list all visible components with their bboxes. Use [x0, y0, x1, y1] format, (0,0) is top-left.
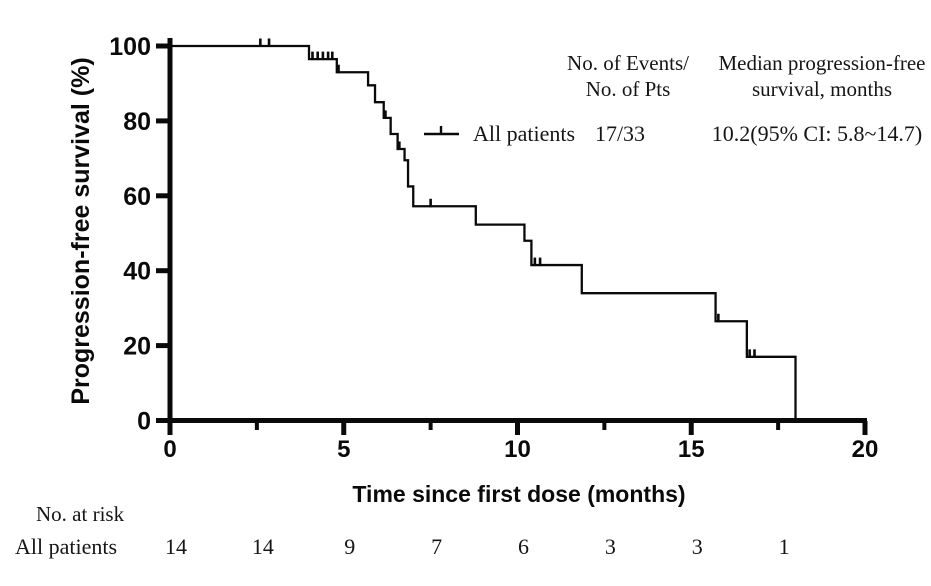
- at-risk-number-row: 14 14 9 7 6 3 3 1: [165, 534, 790, 559]
- y-tick-label: 100: [109, 33, 151, 61]
- x-axis-ticks: [167, 421, 868, 435]
- x-tick-label: 10: [504, 436, 531, 463]
- legend-col1-header-line1: No. of Events/: [567, 51, 689, 75]
- y-axis-tick-labels: 0 20 40 60 80 100: [109, 33, 151, 436]
- legend-col1-header-line2: No. of Pts: [586, 77, 671, 101]
- y-axis-ticks: [156, 43, 170, 423]
- at-risk-value: 14: [252, 534, 274, 559]
- at-risk-row-label: All patients: [15, 534, 117, 559]
- legend-col2-header-line1: Median progression-free: [718, 51, 925, 75]
- x-axis-title: Time since first dose (months): [352, 481, 685, 507]
- at-risk-value: 3: [692, 534, 703, 559]
- km-step-curve: [170, 44, 797, 419]
- legend-series-name: All patients: [473, 121, 575, 146]
- legend-median-value: 10.2(95% CI: 5.8~14.7): [712, 121, 923, 146]
- y-axis-title: Progression-free survival (%): [67, 57, 95, 404]
- at-risk-title: No. at risk: [36, 502, 125, 526]
- x-tick-label: 15: [678, 436, 705, 463]
- at-risk-value: 3: [605, 534, 616, 559]
- x-tick-label: 0: [163, 436, 176, 463]
- x-tick-label: 5: [337, 436, 350, 463]
- y-tick-label: 20: [123, 333, 151, 361]
- at-risk-value: 9: [344, 534, 355, 559]
- x-axis-tick-labels: 0 5 10 15 20: [163, 436, 878, 463]
- y-tick-label: 0: [137, 408, 151, 436]
- at-risk-value: 6: [518, 534, 529, 559]
- y-tick-label: 80: [123, 108, 151, 136]
- y-tick-label: 40: [123, 258, 151, 286]
- censor-tick-marks: [259, 38, 756, 358]
- legend-series-symbol: [424, 126, 459, 136]
- legend-events-pts-value: 17/33: [595, 121, 645, 146]
- at-risk-value: 14: [165, 534, 187, 559]
- at-risk-value: 1: [779, 534, 790, 559]
- x-tick-label: 20: [852, 436, 879, 463]
- y-tick-label: 60: [123, 183, 151, 211]
- legend-col2-header-line2: survival, months: [752, 77, 892, 101]
- survival-curve-all-patients: [170, 44, 797, 419]
- at-risk-value: 7: [431, 534, 442, 559]
